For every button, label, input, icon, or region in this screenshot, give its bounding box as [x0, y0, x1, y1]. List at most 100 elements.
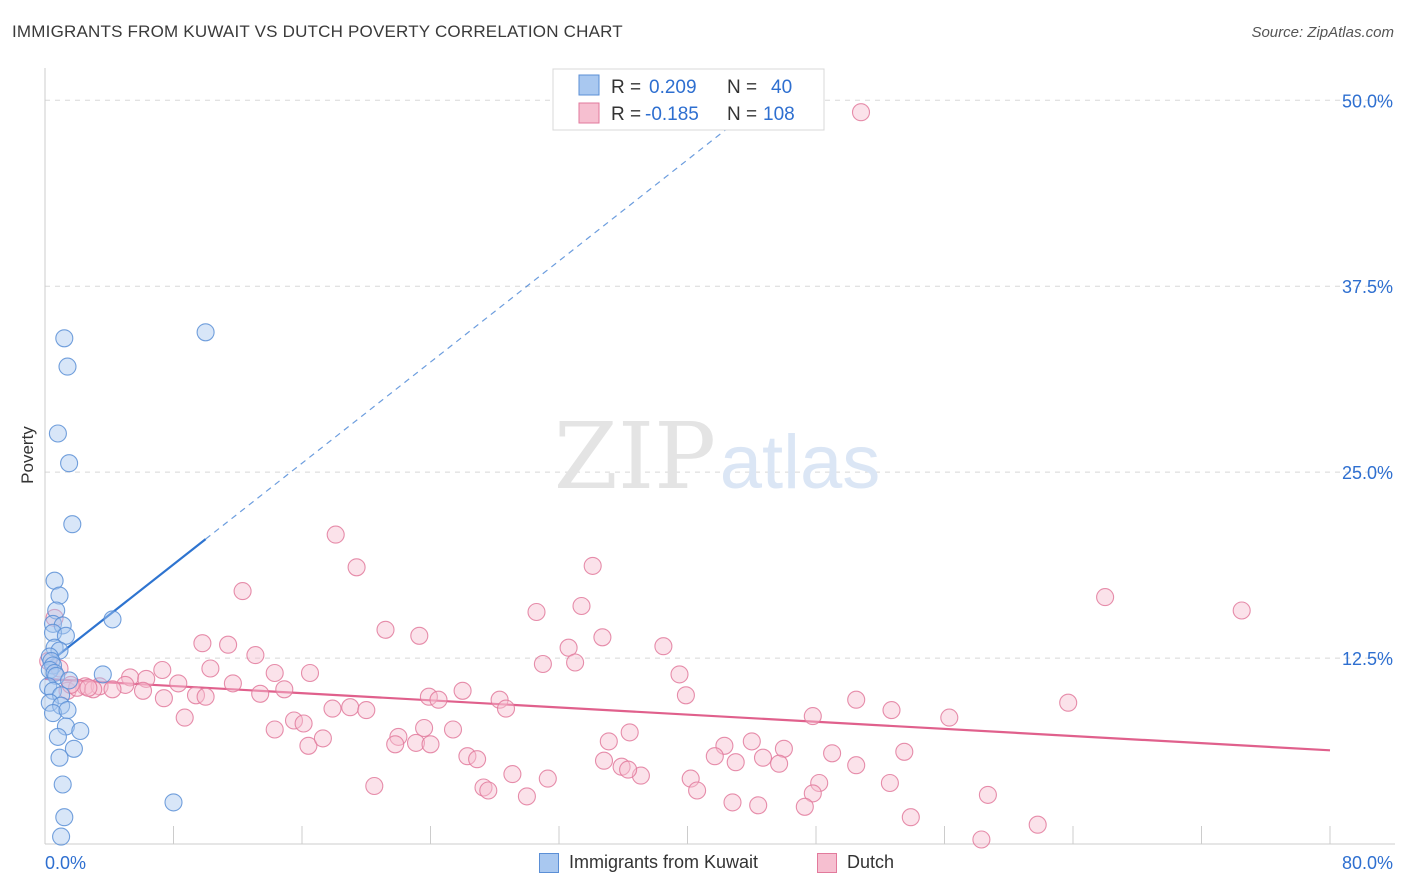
dutch-point [347, 558, 366, 577]
dutch-point [326, 525, 345, 544]
dutch-point [940, 708, 959, 727]
dutch-point [490, 690, 509, 709]
dutch-point [474, 778, 493, 797]
gridlines [45, 99, 1395, 659]
dutch-point [599, 732, 618, 751]
dutch-point [803, 707, 822, 726]
zipatlas-watermark: ZIP atlas [554, 403, 880, 510]
dutch-point [323, 699, 342, 718]
dutch-point [851, 103, 871, 122]
dutch-point [847, 756, 866, 775]
kuwait-point [53, 775, 72, 794]
kuwait-point [164, 793, 183, 812]
legend-bottom: Immigrants from Kuwait Dutch [0, 850, 1406, 880]
kuwait-point [58, 701, 77, 720]
dutch-point [803, 784, 822, 803]
dutch-point [517, 787, 536, 806]
kuwait-trend-line [44, 538, 207, 667]
y-tick-label: 12.5% [1342, 649, 1393, 669]
dutch-point [479, 781, 498, 800]
kuwait-point [64, 739, 83, 758]
kuwait-point [93, 665, 112, 684]
source-label: Source: ZipAtlas.com [1251, 24, 1394, 41]
dutch-point [559, 638, 578, 657]
legend-kuwait-swatch [578, 74, 600, 96]
legend-item-kuwait[interactable]: Immigrants from Kuwait [539, 852, 758, 873]
kuwait-point [50, 586, 69, 605]
dutch-point [688, 781, 707, 800]
kuwait-point [71, 721, 90, 741]
dutch-point [376, 620, 395, 639]
kuwait-point [60, 454, 79, 473]
dutch-point [137, 669, 156, 688]
kuwait-point [103, 610, 122, 629]
dutch-point [175, 708, 194, 727]
dutch-point [133, 681, 153, 700]
dutch-point [365, 776, 384, 796]
dutch-point [251, 684, 270, 703]
kuwait-point [48, 424, 67, 443]
dutch-point [742, 732, 761, 751]
dutch-point [219, 635, 238, 654]
dutch-point [443, 720, 463, 739]
dutch-point [503, 765, 522, 784]
dutch-point [901, 808, 920, 827]
dutch-point [453, 681, 472, 700]
data-points [39, 103, 1251, 849]
dutch-point [1059, 693, 1078, 712]
dutch-point [810, 773, 829, 793]
dutch-point [676, 686, 695, 705]
dutch-point [357, 701, 376, 720]
legend-kuwait-r-value: 0.209 [649, 77, 697, 98]
dutch-point [299, 736, 318, 755]
dutch-point [406, 733, 426, 752]
kuwait-point [52, 827, 71, 846]
dutch-point [193, 634, 212, 653]
dutch-point [275, 680, 294, 699]
legend-kuwait-n-label: N = [727, 77, 757, 98]
legend-dutch-r-label: R = [611, 104, 641, 125]
legend-dutch-label: Dutch [847, 852, 895, 872]
kuwait-point [50, 748, 69, 767]
dutch-point [458, 747, 477, 766]
dutch-point [421, 735, 440, 754]
dutch-point [583, 556, 602, 575]
legend-dutch-swatch [578, 102, 600, 124]
watermark-zip: ZIP [554, 403, 716, 510]
dutch-point [1028, 815, 1047, 834]
kuwait-point [63, 515, 82, 534]
kuwait-point [43, 704, 63, 723]
dutch-point [705, 747, 724, 766]
dutch-point [823, 744, 842, 763]
y-tick-label: 25.0% [1342, 463, 1393, 483]
dutch-point [972, 830, 991, 849]
legend-kuwait-swatch-bottom [539, 852, 559, 873]
dutch-point [415, 718, 434, 738]
kuwait-point [53, 616, 72, 635]
chart-title: IMMIGRANTS FROM KUWAIT VS DUTCH POVERTY … [12, 22, 623, 41]
x-tick-label: 0.0% [45, 853, 86, 873]
kuwait-point [48, 727, 67, 746]
kuwait-point [55, 808, 74, 827]
dutch-point [572, 596, 591, 616]
trend-lines [44, 108, 1331, 752]
dutch-point [201, 659, 220, 678]
kuwait-point [45, 638, 64, 657]
dutch-point [246, 646, 265, 665]
dutch-point [223, 674, 242, 693]
dutch-point [533, 654, 552, 674]
dutch-point [749, 796, 768, 815]
dutch-point [313, 729, 332, 748]
dutch-point [410, 626, 429, 645]
dutch-point [538, 769, 557, 788]
dutch-point [341, 698, 360, 717]
dutch-point [386, 735, 405, 754]
dutch-point [978, 785, 997, 804]
x-tick-labels: 0.0% 80.0% [45, 853, 1393, 873]
kuwait-point [40, 693, 59, 712]
dutch-point [265, 663, 284, 683]
legend-item-dutch[interactable]: Dutch [817, 852, 894, 873]
dutch-point [233, 582, 252, 601]
dutch-point [882, 701, 901, 720]
